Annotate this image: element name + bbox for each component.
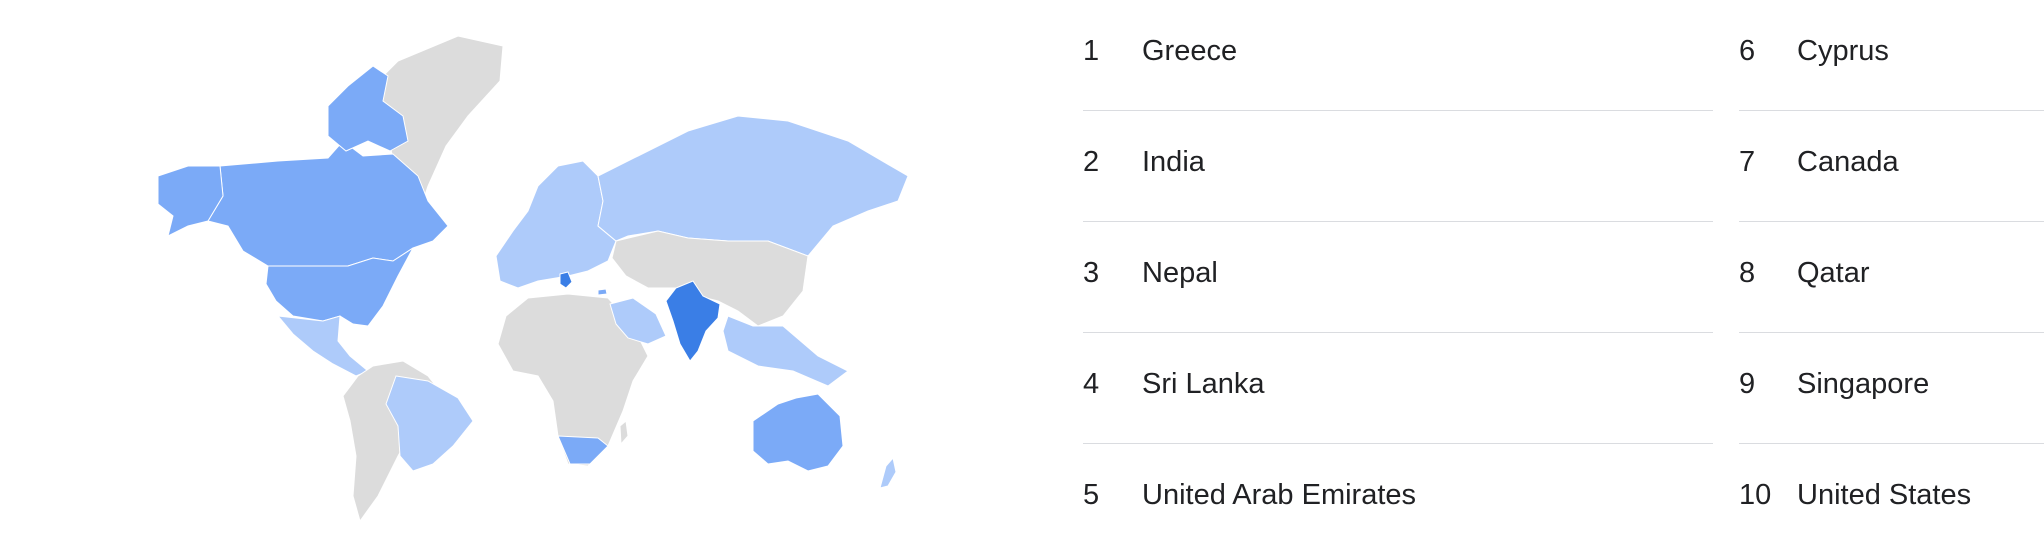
region-united-states[interactable] — [265, 247, 414, 327]
ranking-row[interactable]: 6 Cyprus — [1739, 0, 2044, 111]
region-new-zealand[interactable] — [879, 456, 897, 489]
ranking-row[interactable]: 1 Greece — [1083, 0, 1713, 111]
region-india[interactable] — [665, 280, 721, 362]
ranking-row[interactable]: 10 United States — [1739, 444, 2044, 555]
ranking-list-left: 1 Greece 2 India 3 Nepal 4 Sri Lanka 5 U… — [1083, 0, 1713, 555]
region-name[interactable]: Canada — [1797, 146, 1899, 178]
region-name[interactable]: Cyprus — [1797, 35, 1889, 67]
region-alaska[interactable] — [157, 165, 224, 237]
region-saudi-arabia[interactable] — [609, 297, 667, 345]
ranking-row[interactable]: 2 India — [1083, 111, 1713, 222]
ranking-row[interactable]: 5 United Arab Emirates — [1083, 444, 1713, 555]
rank-number: 7 — [1739, 146, 1756, 178]
region-greece[interactable] — [559, 271, 573, 289]
region-south-africa[interactable] — [557, 435, 609, 465]
rank-number: 6 — [1739, 35, 1756, 67]
region-australia[interactable] — [752, 393, 844, 472]
region-name[interactable]: Sri Lanka — [1142, 368, 1265, 400]
world-map-svg[interactable] — [128, 26, 918, 522]
rank-number: 4 — [1083, 368, 1100, 400]
ranking-row[interactable]: 4 Sri Lanka — [1083, 333, 1713, 444]
region-name[interactable]: India — [1142, 146, 1205, 178]
ranking-row[interactable]: 9 Singapore — [1739, 333, 2044, 444]
region-madagascar[interactable] — [619, 420, 629, 446]
rank-number: 9 — [1739, 368, 1756, 400]
ranking-row[interactable]: 8 Qatar — [1739, 222, 2044, 333]
rank-number: 5 — [1083, 479, 1100, 511]
rank-number: 1 — [1083, 35, 1100, 67]
ranking-row[interactable]: 7 Canada — [1739, 111, 2044, 222]
ranking-row[interactable]: 3 Nepal — [1083, 222, 1713, 333]
region-name[interactable]: Nepal — [1142, 257, 1218, 289]
region-name[interactable]: Greece — [1142, 35, 1238, 67]
region-name[interactable]: Qatar — [1797, 257, 1870, 289]
region-mexico[interactable] — [276, 315, 369, 377]
ranking-list-right: 6 Cyprus 7 Canada 8 Qatar 9 Singapore 10… — [1739, 0, 2044, 555]
region-name[interactable]: United States — [1797, 479, 1972, 511]
region-brazil[interactable] — [385, 375, 474, 472]
region-canada-islands[interactable] — [327, 65, 409, 152]
rank-number: 2 — [1083, 146, 1100, 178]
world-map[interactable] — [128, 26, 918, 522]
region-name[interactable]: Singapore — [1797, 368, 1930, 400]
rank-number: 3 — [1083, 257, 1100, 289]
rank-number: 10 — [1739, 479, 1772, 511]
region-cyprus[interactable] — [597, 288, 608, 296]
region-southeast-asia[interactable] — [722, 315, 849, 387]
rank-number: 8 — [1739, 257, 1756, 289]
region-name[interactable]: United Arab Emirates — [1142, 479, 1417, 511]
